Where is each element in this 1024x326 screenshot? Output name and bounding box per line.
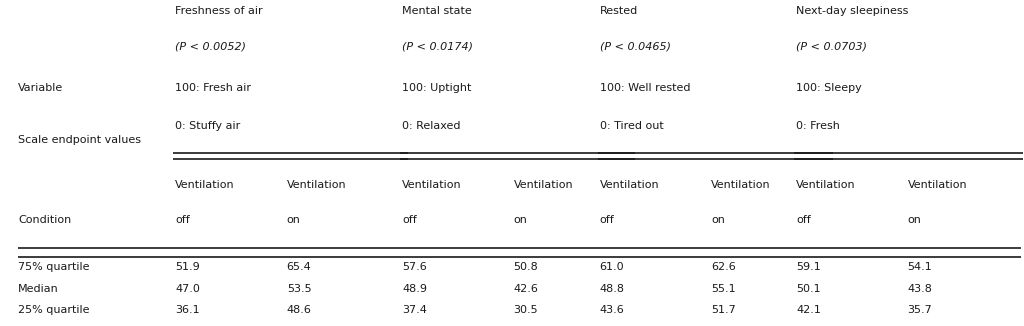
Text: 51.9: 51.9: [175, 262, 200, 272]
Text: on: on: [907, 215, 922, 225]
Text: 59.1: 59.1: [796, 262, 821, 272]
Text: 100: Well rested: 100: Well rested: [600, 82, 690, 93]
Text: off: off: [600, 215, 614, 225]
Text: 0: Fresh: 0: Fresh: [796, 121, 840, 131]
Text: 48.8: 48.8: [600, 285, 625, 294]
Text: 25% quartile: 25% quartile: [18, 305, 90, 315]
Text: 55.1: 55.1: [711, 285, 735, 294]
Text: 30.5: 30.5: [514, 305, 539, 315]
Text: Next-day sleepiness: Next-day sleepiness: [796, 6, 908, 16]
Text: Scale endpoint values: Scale endpoint values: [18, 135, 141, 145]
Text: Condition: Condition: [18, 215, 72, 225]
Text: Ventilation: Ventilation: [711, 180, 771, 190]
Text: off: off: [402, 215, 417, 225]
Text: 57.6: 57.6: [402, 262, 427, 272]
Text: 75% quartile: 75% quartile: [18, 262, 90, 272]
Text: 43.8: 43.8: [907, 285, 933, 294]
Text: 53.5: 53.5: [287, 285, 311, 294]
Text: Ventilation: Ventilation: [514, 180, 573, 190]
Text: 47.0: 47.0: [175, 285, 200, 294]
Text: Rested: Rested: [600, 6, 638, 16]
Text: 48.6: 48.6: [287, 305, 311, 315]
Text: 50.1: 50.1: [796, 285, 821, 294]
Text: 51.7: 51.7: [711, 305, 736, 315]
Text: 54.1: 54.1: [907, 262, 932, 272]
Text: Variable: Variable: [18, 82, 63, 93]
Text: Ventilation: Ventilation: [175, 180, 234, 190]
Text: Ventilation: Ventilation: [907, 180, 967, 190]
Text: 50.8: 50.8: [514, 262, 539, 272]
Text: 36.1: 36.1: [175, 305, 200, 315]
Text: 61.0: 61.0: [600, 262, 625, 272]
Text: 0: Tired out: 0: Tired out: [600, 121, 664, 131]
Text: Ventilation: Ventilation: [796, 180, 856, 190]
Text: 42.1: 42.1: [796, 305, 821, 315]
Text: on: on: [514, 215, 527, 225]
Text: 0: Relaxed: 0: Relaxed: [402, 121, 461, 131]
Text: Median: Median: [18, 285, 59, 294]
Text: 43.6: 43.6: [600, 305, 625, 315]
Text: Freshness of air: Freshness of air: [175, 6, 263, 16]
Text: (P < 0.0465): (P < 0.0465): [600, 41, 671, 51]
Text: Ventilation: Ventilation: [600, 180, 659, 190]
Text: (P < 0.0174): (P < 0.0174): [402, 41, 473, 51]
Text: 62.6: 62.6: [711, 262, 736, 272]
Text: 65.4: 65.4: [287, 262, 311, 272]
Text: (P < 0.0052): (P < 0.0052): [175, 41, 247, 51]
Text: 0: Stuffy air: 0: Stuffy air: [175, 121, 241, 131]
Text: 100: Fresh air: 100: Fresh air: [175, 82, 251, 93]
Text: on: on: [711, 215, 725, 225]
Text: on: on: [287, 215, 301, 225]
Text: Mental state: Mental state: [402, 6, 472, 16]
Text: 100: Sleepy: 100: Sleepy: [796, 82, 862, 93]
Text: (P < 0.0703): (P < 0.0703): [796, 41, 867, 51]
Text: 42.6: 42.6: [514, 285, 539, 294]
Text: off: off: [796, 215, 811, 225]
Text: off: off: [175, 215, 190, 225]
Text: Ventilation: Ventilation: [402, 180, 462, 190]
Text: 37.4: 37.4: [402, 305, 427, 315]
Text: 48.9: 48.9: [402, 285, 427, 294]
Text: 100: Uptight: 100: Uptight: [402, 82, 471, 93]
Text: 35.7: 35.7: [907, 305, 932, 315]
Text: Ventilation: Ventilation: [287, 180, 346, 190]
